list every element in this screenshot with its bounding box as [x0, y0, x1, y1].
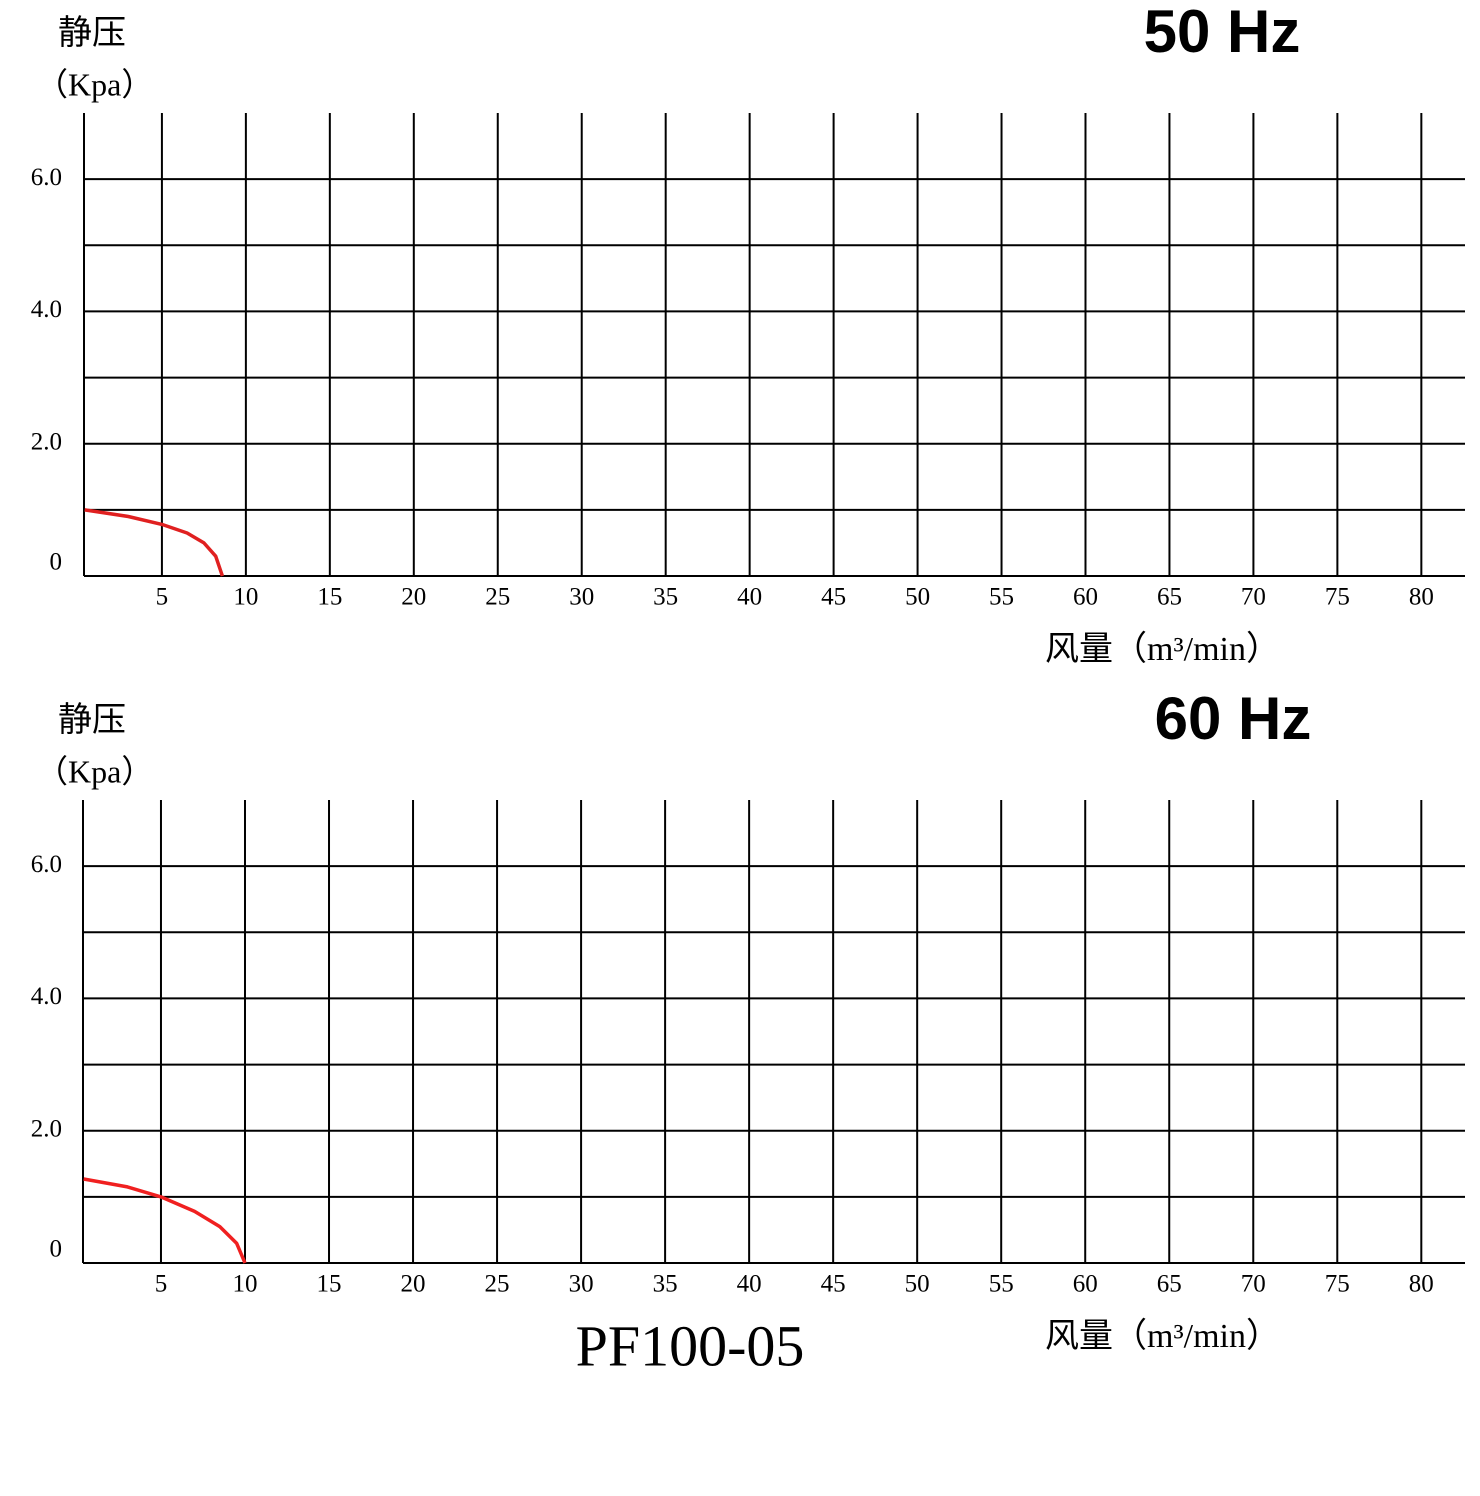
x-tick-label: 10	[233, 584, 258, 611]
x-tick-label: 65	[1157, 1271, 1182, 1298]
x-tick-label: 60	[1073, 584, 1098, 611]
x-tick-label: 15	[317, 1271, 342, 1298]
x-tick-label: 70	[1241, 1271, 1266, 1298]
y-tick-label: 4.0	[31, 296, 62, 323]
model-name: PF100-05	[576, 1313, 805, 1378]
x-tick-label: 35	[653, 584, 678, 611]
x-tick-label: 5	[155, 1271, 168, 1298]
x-tick-label: 55	[989, 584, 1014, 611]
x-tick-label: 10	[232, 1271, 257, 1298]
y-tick-label: 4.0	[31, 983, 62, 1010]
y-tick-label: 2.0	[31, 1115, 62, 1142]
x-tick-label: 5	[156, 584, 169, 611]
x-tick-label: 40	[737, 1271, 762, 1298]
y-tick-label: 0	[50, 1236, 63, 1263]
x-tick-label: 75	[1325, 584, 1350, 611]
x-tick-label: 30	[569, 1271, 594, 1298]
x-tick-label: 70	[1241, 584, 1266, 611]
x-tick-label: 40	[737, 584, 762, 611]
x-tick-label: 45	[821, 584, 846, 611]
curve	[84, 508, 225, 577]
x-tick-label: 30	[569, 584, 594, 611]
x-axis-title: 风量（m³/min）	[1045, 630, 1280, 668]
y-tick-label: 6.0	[31, 164, 62, 191]
y-tick-label: 6.0	[31, 851, 62, 878]
x-tick-label: 15	[317, 584, 342, 611]
y-axis-unit: （Kpa）	[36, 66, 153, 102]
frequency-label: 60 Hz	[1155, 685, 1312, 752]
y-tick-label: 2.0	[31, 428, 62, 455]
x-tick-label: 25	[485, 584, 510, 611]
x-tick-label: 60	[1073, 1271, 1098, 1298]
y-axis-title: 静压	[58, 14, 126, 52]
x-tick-label: 80	[1409, 1271, 1434, 1298]
x-tick-label: 20	[401, 584, 426, 611]
x-tick-label: 55	[989, 1271, 1014, 1298]
curve	[83, 1177, 247, 1264]
x-tick-label: 65	[1157, 584, 1182, 611]
x-tick-label: 45	[821, 1271, 846, 1298]
y-tick-label: 0	[50, 549, 63, 576]
y-axis-title: 静压	[58, 701, 126, 739]
x-tick-label: 80	[1409, 584, 1434, 611]
x-tick-label: 75	[1325, 1271, 1350, 1298]
x-axis-title: 风量（m³/min）	[1045, 1317, 1280, 1355]
x-tick-label: 50	[905, 584, 930, 611]
y-axis-unit: （Kpa）	[36, 753, 153, 789]
x-tick-label: 20	[401, 1271, 426, 1298]
frequency-label: 50 Hz	[1144, 0, 1301, 65]
x-tick-label: 35	[653, 1271, 678, 1298]
x-tick-label: 25	[485, 1271, 510, 1298]
x-tick-label: 50	[905, 1271, 930, 1298]
